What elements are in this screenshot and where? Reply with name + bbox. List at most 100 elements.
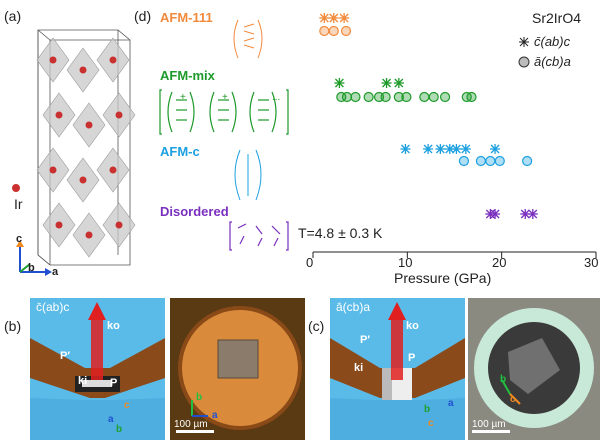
- axis-a-c: a: [448, 398, 454, 409]
- asterisk-point: [319, 13, 330, 23]
- phase-disordered-label: Disordered: [160, 204, 229, 219]
- asterisk-point: [334, 78, 345, 88]
- photo-axis-b-b: b: [196, 392, 203, 403]
- sample-photo-c: [468, 298, 600, 440]
- asterisk-point: [339, 13, 350, 23]
- axis-a-label: a: [52, 266, 59, 278]
- circle-point: [380, 91, 391, 103]
- circle-point: [439, 91, 451, 103]
- ko-label-c: ko: [406, 320, 419, 332]
- circle-point: [393, 91, 404, 103]
- spin-ellipsis: ...: [272, 92, 281, 103]
- ir-atom: [85, 121, 93, 129]
- panel-d-label: (d): [134, 8, 152, 24]
- x-tick-0: 0: [306, 255, 314, 270]
- ki-label-c: ki: [354, 362, 364, 374]
- axis-a-b: a: [108, 414, 114, 425]
- asterisk-point: [381, 78, 392, 88]
- asterisk-point: [328, 13, 339, 23]
- ir-atom: [115, 221, 123, 229]
- ir-atom: [79, 66, 87, 74]
- pressure-scatter-plot: [312, 13, 597, 258]
- legend-circle-label: ā(cb)a: [534, 54, 571, 69]
- scale-bar-c: 100 µm: [472, 419, 506, 430]
- ir-atom: [109, 56, 117, 64]
- pprime-label-b: P′: [60, 350, 70, 362]
- ko-label-b: ko: [107, 320, 120, 332]
- circle-point: [319, 25, 330, 37]
- crystal-structure: [36, 29, 136, 266]
- circle-point: [485, 155, 496, 167]
- circle-point: [428, 91, 439, 103]
- ir-atom: [85, 231, 93, 239]
- circle-point: [363, 91, 374, 103]
- legend-asterisk-label: c̄(ab)c: [534, 34, 571, 49]
- scale-bar-b: 100 µm: [174, 419, 208, 430]
- circle-point: [522, 155, 533, 167]
- ir-atom: [55, 111, 63, 119]
- legend-title: Sr2IrO4: [532, 10, 582, 26]
- circle-point: [328, 25, 339, 37]
- ir-atom: [79, 176, 87, 184]
- sample-photo-b: [170, 298, 305, 440]
- asterisk-point: [460, 144, 471, 154]
- geometry-label-c: ā(cb)a: [336, 300, 371, 314]
- ir-atom: [49, 56, 57, 64]
- circle-point: [419, 91, 430, 103]
- phase-afmmix-label: AFM-mix: [160, 68, 215, 83]
- asterisk-point: [490, 209, 501, 219]
- spin-plus-2: +: [222, 92, 228, 103]
- circle-point: [350, 91, 361, 103]
- axis-b-c: b: [424, 404, 431, 415]
- ir-atom: [55, 221, 63, 229]
- asterisk-point: [490, 144, 501, 154]
- x-tick-20: 20: [492, 255, 507, 270]
- panel-a-label: (a): [4, 8, 22, 24]
- circle-point: [336, 91, 347, 103]
- spin-plus-1: +: [180, 92, 186, 103]
- circle-point: [401, 91, 412, 103]
- pprime-label-c: P′: [360, 334, 370, 346]
- asterisk-point: [423, 144, 434, 154]
- asterisk-point: [435, 144, 446, 154]
- circle-point: [475, 155, 487, 167]
- asterisk-point: [393, 78, 404, 88]
- axes-triad-a: [16, 240, 52, 276]
- axis-c-c: c: [428, 418, 434, 429]
- asterisk-point: [527, 209, 538, 219]
- p-label-b: P: [110, 377, 118, 389]
- ki-label-b: ki: [78, 375, 88, 387]
- p-label-c: P: [408, 352, 416, 364]
- ir-atom: [109, 166, 117, 174]
- phase-afmc-label: AFM-c: [160, 144, 200, 159]
- x-tick-30: 30: [584, 255, 599, 270]
- asterisk-point: [451, 144, 462, 154]
- legend-markers: [518, 37, 530, 68]
- ir-atom-icon: [12, 184, 20, 192]
- circle-point: [458, 155, 470, 167]
- x-axis-label: Pressure (GPa): [394, 270, 492, 286]
- ir-atom: [115, 111, 123, 119]
- circle-point: [341, 91, 353, 103]
- photo-axis-b-c: b: [500, 374, 507, 385]
- circle-point: [494, 155, 505, 167]
- ir-label: Ir: [14, 196, 23, 212]
- photo-axis-c-c: c: [510, 394, 516, 405]
- dac-schematic-c: [330, 298, 465, 440]
- circle-point: [466, 91, 477, 103]
- ir-atom: [49, 166, 57, 174]
- axis-c-label: c: [16, 233, 23, 245]
- phase-afm111-label: AFM-111: [160, 10, 213, 25]
- panel-c-label: (c): [308, 318, 325, 334]
- x-tick-10: 10: [398, 255, 413, 270]
- asterisk-point: [400, 144, 411, 154]
- temperature-annotation: T=4.8 ± 0.3 K: [298, 225, 383, 241]
- axis-b-b: b: [116, 424, 123, 435]
- circle-point: [340, 25, 352, 37]
- geometry-label-b: c̄(ab)c: [36, 300, 70, 314]
- dac-schematic-b: [30, 298, 165, 440]
- axis-b-label: b: [28, 262, 35, 274]
- axis-c-b: c: [124, 400, 130, 411]
- spin-config-sketches: [159, 19, 289, 251]
- photo-axis-a-b: a: [212, 410, 218, 421]
